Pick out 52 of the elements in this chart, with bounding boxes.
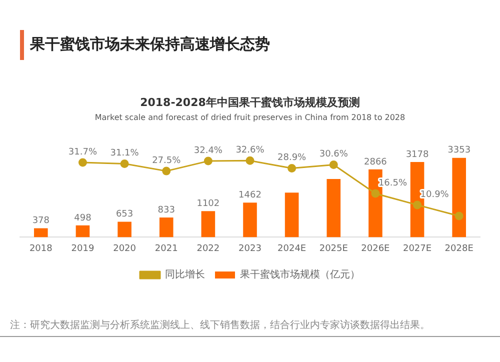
legend-label: 果干蜜饯市场规模（亿元）	[240, 268, 360, 281]
data-label: 31.1%	[110, 148, 140, 159]
bar	[284, 192, 299, 238]
bar	[452, 158, 466, 238]
data-label: 28.9%	[278, 153, 307, 164]
point	[120, 159, 129, 168]
legend-label: 同比增长	[165, 268, 205, 281]
point	[329, 160, 338, 169]
x-tick-label: 2025E	[319, 244, 348, 254]
x-tick-label: 2024E	[278, 244, 306, 254]
point	[162, 166, 171, 176]
data-label: 833	[158, 205, 175, 216]
data-label: 3178	[406, 150, 429, 160]
data-label: 1462	[238, 190, 262, 200]
text: 注：研究大数据监测与分析系统监测线上、线下销售数据，结合行业内专家访谈数据得出结果。	[10, 318, 431, 332]
x-tick-label: 2027E	[402, 244, 432, 254]
point	[78, 158, 87, 167]
data-label: 31.7%	[68, 147, 98, 158]
bar	[243, 202, 257, 238]
point	[288, 164, 296, 172]
bar	[34, 228, 48, 238]
point	[371, 189, 380, 198]
x-tick-label: 2020	[113, 244, 136, 254]
text: 果干蜜饯市场未来保持高速增长态势	[30, 35, 270, 54]
chart-title: 2018-2028年中国果干蜜饯市场规模及预测	[139, 95, 361, 110]
point	[204, 156, 212, 166]
data-label: 498	[74, 213, 92, 224]
data-label: 32.4%	[194, 146, 223, 156]
data-label: 1102	[196, 198, 220, 209]
x-tick-label: 2022	[196, 244, 220, 254]
bar	[159, 218, 174, 238]
x-tick-label: 2028E	[444, 244, 474, 254]
data-label: 3353	[448, 146, 471, 156]
x-tick-label: 2018	[29, 244, 53, 254]
bar	[326, 179, 341, 238]
point	[413, 200, 422, 210]
data-label: 30.6%	[319, 150, 348, 160]
x-tick-label: 2021	[154, 244, 178, 254]
data-label: 2866	[364, 157, 388, 168]
data-label: 378	[32, 216, 50, 226]
x-tick-label: 2026E	[361, 244, 390, 254]
point	[246, 156, 254, 165]
chart-subtitle: Market scale and forecast of dried fruit preserves in China from 2018 to 2028	[94, 113, 406, 122]
bar	[118, 222, 132, 238]
data-label: 27.5%	[152, 156, 182, 166]
bar	[201, 211, 216, 238]
point	[454, 212, 464, 220]
bar	[76, 225, 90, 238]
data-label: 653	[116, 210, 134, 220]
data-label: 32.6%	[236, 145, 265, 156]
x-tick-label: 2023	[238, 244, 262, 254]
x-tick-label: 2019	[71, 244, 94, 254]
